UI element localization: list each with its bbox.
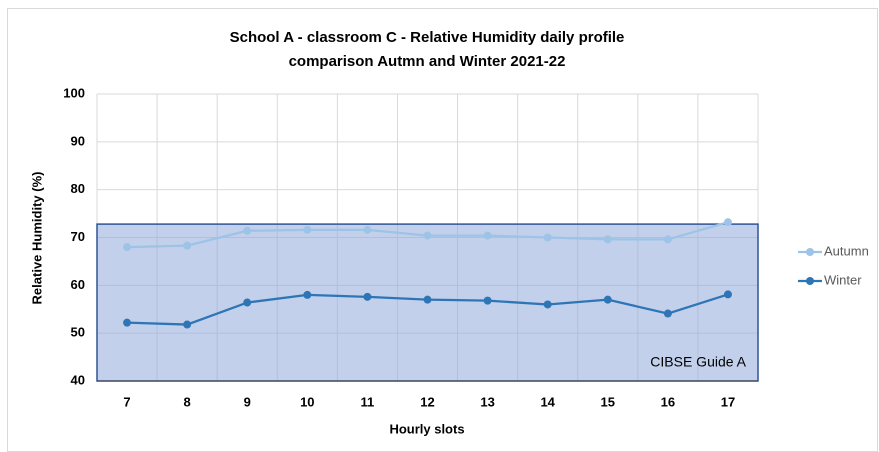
point bbox=[543, 300, 552, 309]
y-tick-label: 70 bbox=[71, 229, 85, 244]
legend-label: Winter bbox=[824, 272, 862, 287]
y-tick-label: 60 bbox=[71, 277, 85, 292]
x-tick-label: 7 bbox=[123, 394, 130, 409]
point bbox=[243, 226, 252, 235]
point bbox=[663, 235, 672, 244]
band-label: CIBSE Guide A bbox=[650, 354, 746, 370]
point bbox=[723, 218, 732, 227]
x-tick-label: 9 bbox=[244, 394, 251, 409]
legend-marker bbox=[806, 248, 814, 256]
point bbox=[663, 309, 672, 318]
point bbox=[183, 320, 192, 329]
y-tick-label: 90 bbox=[71, 133, 85, 148]
x-tick-label: 17 bbox=[721, 394, 735, 409]
legend-label: Autumn bbox=[824, 243, 869, 258]
chart-title: comparison Autmn and Winter 2021-22 bbox=[289, 53, 566, 70]
x-tick-label: 14 bbox=[540, 394, 555, 409]
y-tick-label: 50 bbox=[71, 325, 85, 340]
x-tick-label: 15 bbox=[601, 394, 615, 409]
point bbox=[423, 295, 432, 304]
y-axis-label: Relative Humidity (%) bbox=[29, 172, 44, 305]
x-tick-label: 13 bbox=[480, 394, 494, 409]
point bbox=[123, 318, 132, 327]
x-tick-label: 12 bbox=[420, 394, 434, 409]
x-tick-label: 16 bbox=[661, 394, 675, 409]
y-tick-label: 40 bbox=[71, 372, 85, 387]
chart-title: School A - classroom C - Relative Humidi… bbox=[230, 29, 625, 46]
x-axis-label: Hourly slots bbox=[389, 421, 464, 436]
point bbox=[183, 241, 192, 250]
point bbox=[723, 290, 732, 299]
point bbox=[603, 295, 612, 304]
point bbox=[303, 290, 312, 299]
x-tick-label: 10 bbox=[300, 394, 314, 409]
point bbox=[243, 298, 252, 307]
point bbox=[363, 225, 372, 234]
point bbox=[603, 235, 612, 244]
point bbox=[303, 225, 312, 234]
point bbox=[423, 231, 432, 240]
point bbox=[483, 296, 492, 305]
y-tick-label: 80 bbox=[71, 181, 85, 196]
x-tick-label: 11 bbox=[361, 394, 375, 409]
point bbox=[543, 233, 552, 242]
legend-marker bbox=[806, 277, 814, 285]
point bbox=[483, 231, 492, 240]
point bbox=[363, 292, 372, 301]
y-tick-label: 100 bbox=[63, 85, 85, 100]
x-tick-label: 8 bbox=[184, 394, 191, 409]
point bbox=[123, 243, 132, 252]
